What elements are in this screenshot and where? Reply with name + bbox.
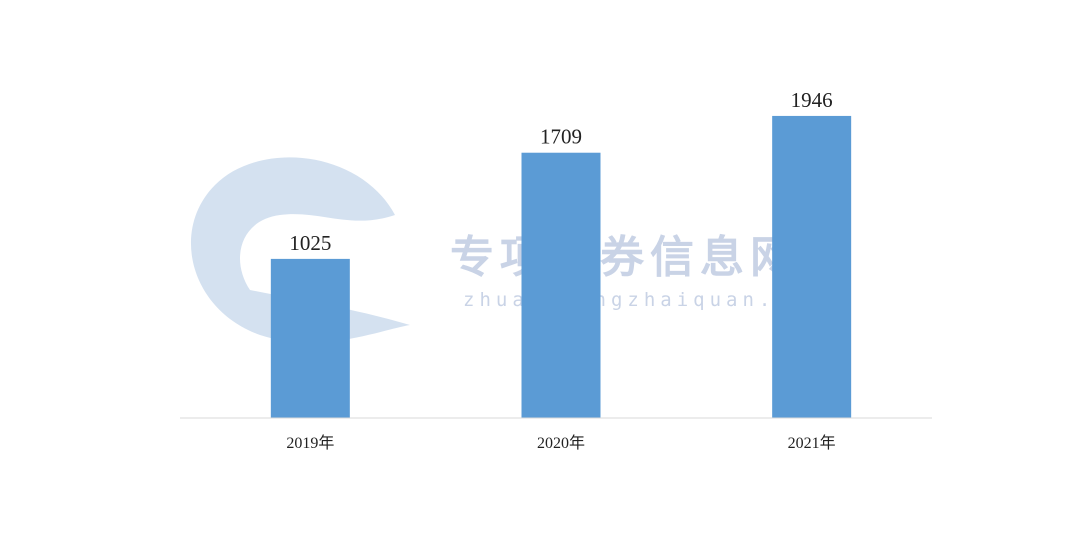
x-tick-label: 2020年 (537, 434, 585, 452)
data-label: 1025 (289, 231, 331, 255)
x-tick-label: 2021年 (788, 434, 836, 452)
data-label: 1709 (540, 125, 582, 149)
bar-2020年 (521, 152, 601, 418)
bar-2021年 (772, 115, 852, 418)
watermark-logo (190, 157, 410, 343)
watermark-domain: zhuanxiangzhaiquan.com (463, 289, 825, 311)
bar-2019年 (270, 258, 350, 418)
data-label: 1946 (791, 88, 833, 112)
watermark-name: 专项债券信息网 (450, 232, 800, 283)
x-tick-label: 2019年 (286, 434, 334, 452)
